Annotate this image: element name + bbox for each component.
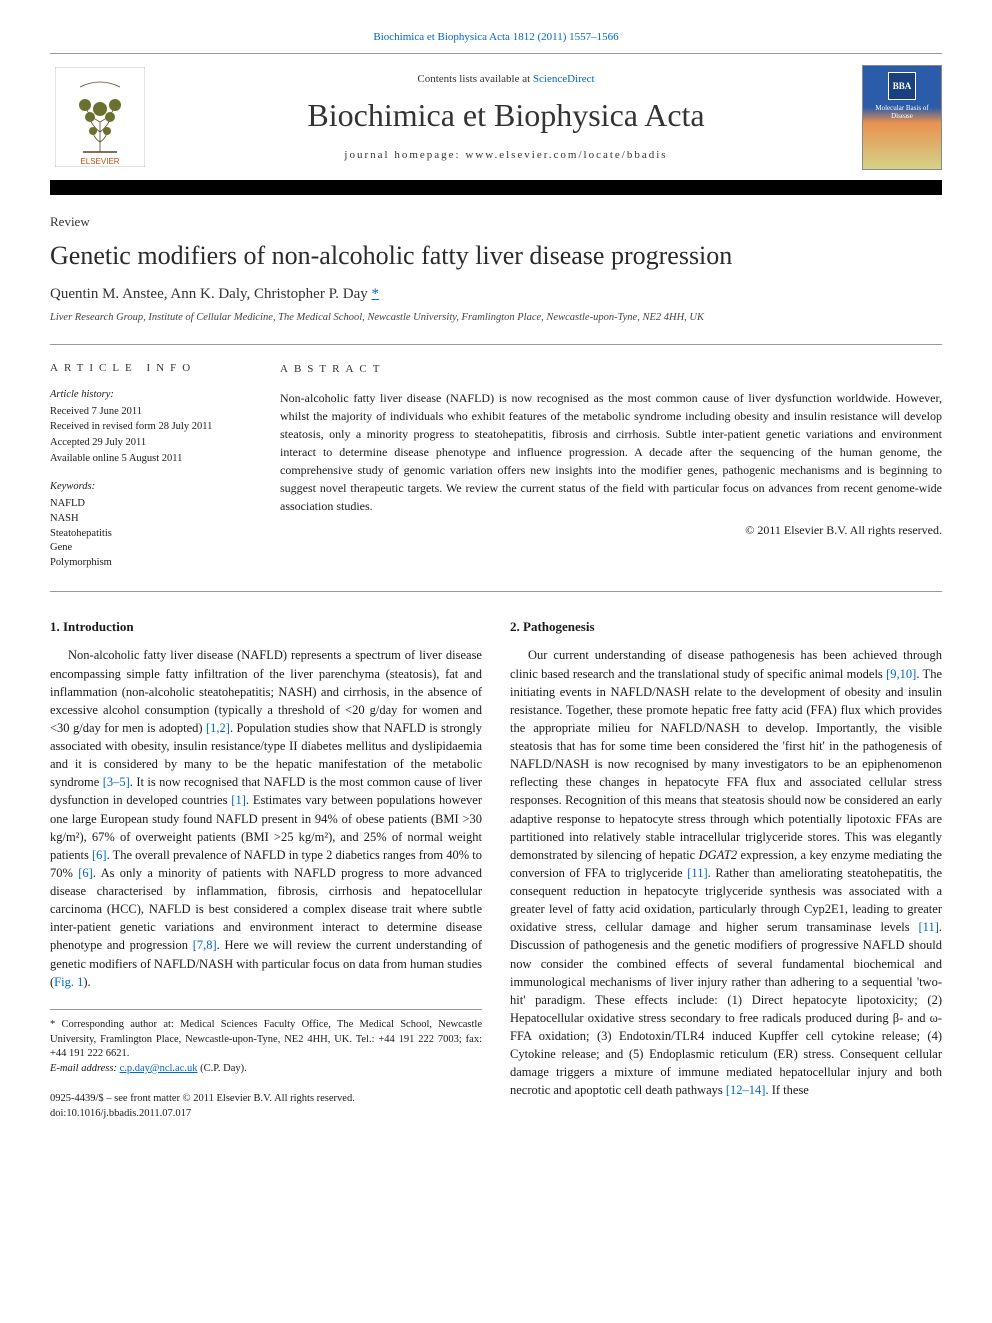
homepage-url: www.elsevier.com/locate/bbadis — [465, 149, 667, 161]
abstract-block: abstract Non-alcoholic fatty liver disea… — [280, 361, 942, 571]
article-meta-row: article info Article history: Received 7… — [50, 344, 942, 571]
pathogenesis-paragraph: Our current understanding of disease pat… — [510, 646, 942, 1099]
keyword: Gene — [50, 541, 250, 556]
keyword: NAFLD — [50, 497, 250, 512]
corresponding-author-symbol[interactable]: * — [372, 286, 380, 302]
email-label: E-mail address: — [50, 1063, 120, 1074]
sciencedirect-link[interactable]: ScienceDirect — [533, 73, 595, 85]
cover-badge: BBA — [888, 72, 916, 100]
history-line: Received 7 June 2011 — [50, 405, 250, 420]
header-citation-link[interactable]: Biochimica et Biophysica Acta 1812 (2011… — [50, 30, 942, 45]
history-line: Accepted 29 July 2011 — [50, 436, 250, 451]
corresponding-author-note: * Corresponding author at: Medical Scien… — [50, 1018, 482, 1062]
keyword: Steatohepatitis — [50, 527, 250, 542]
journal-name: Biochimica et Biophysica Acta — [160, 93, 852, 138]
doi-line: doi:10.1016/j.bbadis.2011.07.017 — [50, 1106, 482, 1121]
email-link[interactable]: c.p.day@ncl.ac.uk — [120, 1063, 198, 1074]
journal-header: ELSEVIER Contents lists available at Sci… — [50, 53, 942, 183]
abstract-heading: abstract — [280, 361, 942, 378]
abstract-text: Non-alcoholic fatty liver disease (NAFLD… — [280, 389, 942, 515]
section-heading-2: 2. Pathogenesis — [510, 618, 942, 637]
contents-available-line: Contents lists available at ScienceDirec… — [160, 72, 852, 87]
email-line: E-mail address: c.p.day@ncl.ac.uk (C.P. … — [50, 1062, 482, 1077]
affiliation: Liver Research Group, Institute of Cellu… — [50, 311, 942, 326]
publisher-logo: ELSEVIER — [50, 62, 150, 172]
paper-title: Genetic modifiers of non-alcoholic fatty… — [50, 238, 942, 274]
section-heading-1: 1. Introduction — [50, 618, 482, 637]
copyright-footer: 0925-4439/$ – see front matter © 2011 El… — [50, 1091, 482, 1121]
right-column: 2. Pathogenesis Our current understandin… — [510, 618, 942, 1121]
header-center: Contents lists available at ScienceDirec… — [150, 72, 862, 164]
journal-cover-thumbnail: BBA Molecular Basis of Disease — [862, 65, 942, 170]
authors-names: Quentin M. Anstee, Ann K. Daly, Christop… — [50, 286, 372, 302]
journal-homepage-line: journal homepage: www.elsevier.com/locat… — [160, 148, 852, 163]
history-label: Article history: — [50, 388, 250, 403]
section-divider — [50, 591, 942, 592]
left-column: 1. Introduction Non-alcoholic fatty live… — [50, 618, 482, 1121]
article-info-heading: article info — [50, 361, 250, 376]
keyword: NASH — [50, 512, 250, 527]
contents-prefix: Contents lists available at — [417, 73, 532, 85]
body-columns: 1. Introduction Non-alcoholic fatty live… — [50, 618, 942, 1121]
email-suffix: (C.P. Day). — [198, 1063, 247, 1074]
cover-subtitle: Molecular Basis of Disease — [863, 104, 941, 121]
history-line: Available online 5 August 2011 — [50, 452, 250, 467]
intro-paragraph: Non-alcoholic fatty liver disease (NAFLD… — [50, 646, 482, 990]
article-info-block: article info Article history: Received 7… — [50, 361, 250, 571]
history-line: Received in revised form 28 July 2011 — [50, 420, 250, 435]
document-type: Review — [50, 213, 942, 231]
abstract-copyright: © 2011 Elsevier B.V. All rights reserved… — [280, 521, 942, 539]
authors-line: Quentin M. Anstee, Ann K. Daly, Christop… — [50, 284, 942, 305]
homepage-prefix: journal homepage: — [344, 149, 465, 161]
front-matter-line: 0925-4439/$ – see front matter © 2011 El… — [50, 1091, 482, 1106]
keyword: Polymorphism — [50, 556, 250, 571]
publisher-name: ELSEVIER — [80, 157, 119, 166]
header-black-bar — [50, 183, 942, 195]
footnotes-block: * Corresponding author at: Medical Scien… — [50, 1009, 482, 1077]
keywords-label: Keywords: — [50, 480, 250, 495]
